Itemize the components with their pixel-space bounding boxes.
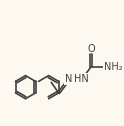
Text: O: O: [87, 44, 95, 54]
Text: NH₂: NH₂: [104, 62, 122, 72]
Text: HN: HN: [74, 74, 89, 84]
Text: N: N: [65, 74, 73, 84]
